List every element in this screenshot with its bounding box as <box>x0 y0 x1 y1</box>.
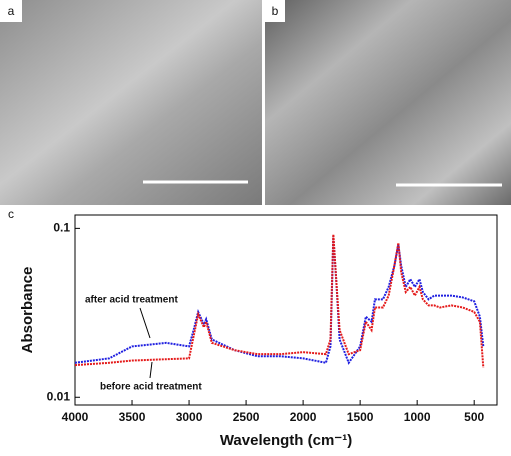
y-axis-title: Absorbance <box>19 267 36 354</box>
series-line <box>74 234 485 368</box>
arrow <box>139 307 151 339</box>
panel-label: c <box>8 207 14 221</box>
arrow <box>149 361 153 379</box>
panel-label: b <box>272 4 279 18</box>
annotation: after acid treatment <box>85 295 178 306</box>
x-tick-label: 2500 <box>233 410 260 424</box>
x-tick-label: 3000 <box>176 410 203 424</box>
x-tick-label: 1000 <box>404 410 431 424</box>
x-tick-label: 1500 <box>347 410 374 424</box>
x-tick-label: 500 <box>464 410 484 424</box>
annotation: before acid treatment <box>100 382 202 393</box>
x-axis-title: Wavelength (cm⁻¹) <box>220 432 352 449</box>
x-tick-label: 3500 <box>119 410 146 424</box>
label-box <box>265 0 285 22</box>
sem-image-a <box>0 0 262 205</box>
y-tick-label: 0.01 <box>47 389 71 403</box>
y-tick-label: 0.1 <box>53 221 70 235</box>
x-tick-label: 4000 <box>62 410 89 424</box>
label-box <box>0 0 22 22</box>
sem-image-b <box>265 0 511 205</box>
x-tick-label: 2000 <box>290 410 317 424</box>
panel-label: a <box>8 4 15 18</box>
plot-frame <box>74 214 498 406</box>
